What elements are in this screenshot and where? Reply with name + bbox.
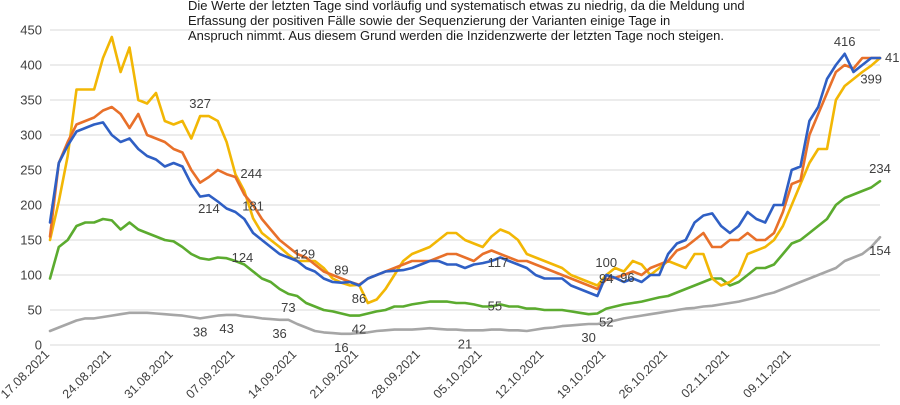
data-label: 42	[352, 322, 366, 337]
x-tick-label: 21.09.2021	[307, 347, 361, 401]
data-label: 55	[488, 299, 502, 314]
chart-note: Die Werte der letzten Tage sind vorläufi…	[188, 0, 745, 43]
y-tick-label: 350	[20, 93, 42, 108]
data-label: 129	[293, 247, 315, 262]
data-label: 244	[240, 166, 262, 181]
x-tick-label: 19.10.2021	[554, 347, 608, 401]
x-tick-label: 02.11.2021	[679, 347, 733, 401]
data-labels: 416 410399 327 214 244 181 124 129 73 89 86 42 38 43 3…	[189, 34, 900, 355]
data-label: 89	[334, 263, 348, 278]
series-line-5	[48, 235, 882, 336]
data-label: 86	[352, 291, 366, 306]
series-line-1	[48, 35, 882, 305]
series-line-3	[48, 52, 882, 298]
data-label: 21	[458, 336, 472, 351]
data-label: 73	[281, 300, 295, 315]
data-label: 117	[488, 255, 509, 270]
x-tick-label: 26.10.2021	[616, 347, 670, 401]
x-axis-tick-labels: 17.08.2021 24.08.2021 31.08.2021 07.09.2021…	[0, 347, 794, 401]
series-lines	[48, 35, 882, 336]
data-label: 30	[581, 330, 595, 345]
data-label: 52	[599, 315, 613, 330]
y-tick-label: 300	[20, 128, 42, 143]
data-label: 416	[834, 34, 856, 49]
y-tick-label: 250	[20, 163, 42, 178]
x-tick-label: 12.10.2021	[492, 347, 546, 401]
x-tick-label: 17.08.2021	[0, 347, 52, 401]
data-label: 181	[242, 198, 264, 213]
data-label: 36	[272, 326, 286, 341]
y-tick-label: 50	[28, 303, 42, 318]
data-label: 399	[860, 72, 882, 87]
x-tick-label: 09.11.2021	[740, 347, 794, 401]
x-tick-label: 28.09.2021	[369, 347, 423, 401]
note-line: Erfassung der positiven Fälle sowie der …	[188, 13, 670, 28]
data-label: 100	[595, 255, 617, 270]
data-label: 94	[599, 271, 613, 286]
x-tick-label: 07.09.2021	[183, 347, 237, 401]
x-tick-label: 14.09.2021	[245, 347, 299, 401]
data-label: 96	[620, 270, 634, 285]
data-label: 16	[334, 340, 348, 355]
y-axis-tick-labels: 0 50 100 150 200 250 300 350 400 450	[20, 23, 42, 353]
data-label: 124	[232, 250, 254, 265]
data-label: 327	[189, 96, 211, 111]
note-line: Die Werte der letzten Tage sind vorläufi…	[188, 0, 745, 13]
y-tick-label: 100	[20, 268, 42, 283]
x-tick-label: 24.08.2021	[60, 347, 114, 401]
data-label: 410	[885, 50, 900, 65]
y-tick-label: 0	[35, 338, 42, 353]
y-tick-label: 200	[20, 198, 42, 213]
series-line-4	[48, 179, 882, 317]
data-label: 43	[219, 321, 233, 336]
series-line-2	[48, 56, 882, 291]
x-tick-label: 31.08.2021	[122, 347, 176, 401]
data-label: 154	[869, 243, 891, 258]
data-label: 214	[198, 201, 220, 216]
x-tick-label: 05.10.2021	[431, 347, 485, 401]
y-tick-label: 150	[20, 233, 42, 248]
y-tick-label: 400	[20, 58, 42, 73]
data-label: 38	[193, 324, 207, 339]
data-label: 234	[869, 161, 891, 176]
note-line: Anspruch nimmt. Aus diesem Grund werden …	[188, 28, 724, 43]
y-tick-label: 450	[20, 23, 42, 38]
